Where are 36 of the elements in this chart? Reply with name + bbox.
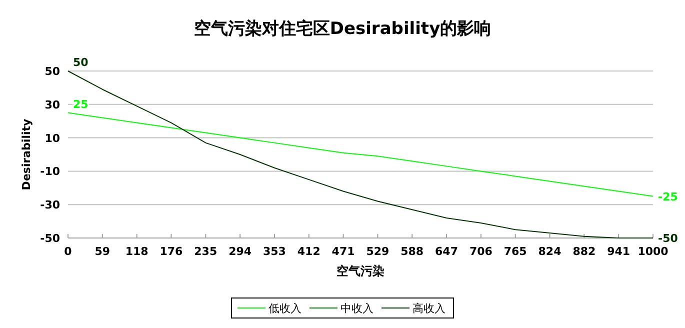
data-label: 25: [73, 98, 88, 111]
line-series: [68, 112, 654, 197]
x-tick-label: 353: [262, 245, 286, 258]
data-label: 50: [73, 56, 89, 69]
legend-label: 高收入: [412, 302, 446, 315]
y-tick-label: 30: [44, 98, 60, 112]
x-tick-label: 176: [160, 245, 184, 258]
x-tick-label: 765: [504, 245, 527, 258]
x-tick-label: 824: [538, 245, 562, 258]
x-tick-label: 294: [228, 245, 252, 258]
y-axis-title: Desirability: [20, 118, 33, 190]
x-tick-label: 412: [297, 245, 320, 258]
x-tick-label: 882: [572, 245, 596, 258]
x-axis-title: 空气污染: [336, 264, 384, 278]
x-tick-label: 588: [400, 245, 424, 258]
legend-label: 低收入: [268, 302, 302, 315]
y-tick-label: 10: [44, 132, 60, 145]
data-label: -50: [658, 232, 678, 245]
x-tick-label: 118: [125, 245, 148, 258]
x-tick-label: 59: [94, 245, 110, 258]
line-series: [68, 70, 654, 238]
y-tick-label: 50: [44, 65, 60, 78]
x-tick-label: 941: [607, 245, 630, 258]
y-tick-label: -30: [40, 198, 60, 212]
x-tick-label: 235: [194, 245, 218, 258]
y-tick-label: -50: [40, 232, 60, 245]
chart-title: 空气污染对住宅区Desirability的影响: [194, 19, 492, 39]
x-tick-label: 706: [469, 245, 493, 258]
x-tick-label: 647: [435, 245, 458, 258]
x-tick-label: 529: [366, 245, 390, 258]
legend-label: 中收入: [340, 302, 374, 315]
x-tick-label: 1000: [638, 245, 669, 258]
data-label: -25: [658, 190, 678, 204]
y-tick-label: -10: [40, 165, 60, 178]
x-tick-label: 0: [64, 245, 72, 258]
x-tick-label: 471: [332, 245, 355, 258]
